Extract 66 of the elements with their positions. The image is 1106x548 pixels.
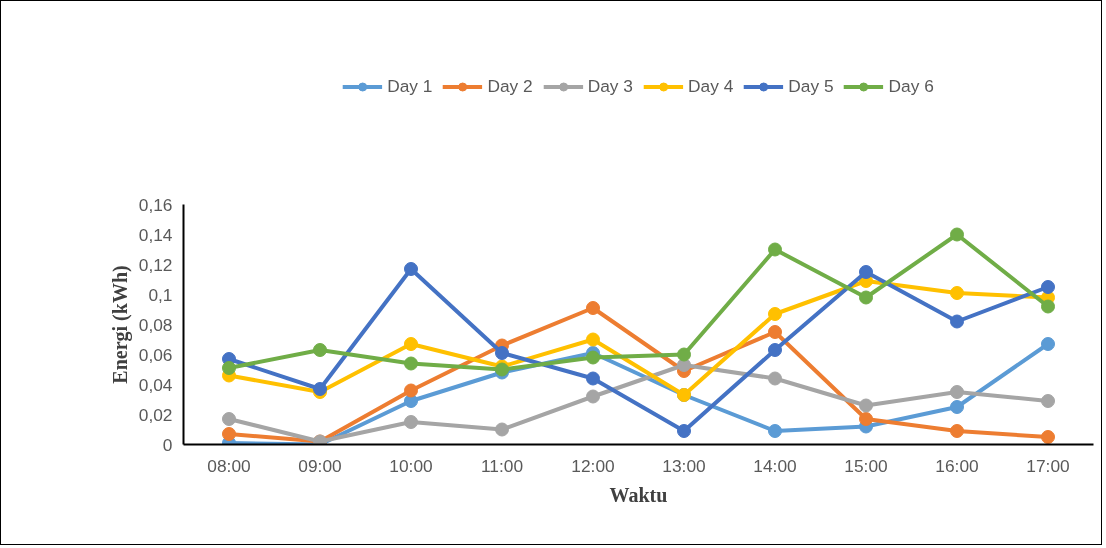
legend-label: Day 6 — [888, 75, 934, 97]
x-tick-label: 12:00 — [571, 455, 615, 476]
point — [859, 412, 873, 426]
point — [404, 262, 418, 276]
y-tick-label: 0,08 — [138, 314, 173, 335]
point — [950, 314, 964, 329]
point — [1041, 430, 1055, 444]
point — [859, 265, 873, 279]
point — [404, 356, 418, 371]
y-tick-label: 0,12 — [138, 254, 173, 275]
y-tick-label: 0,14 — [138, 224, 173, 245]
point — [768, 343, 782, 357]
y-axis-title: Energi (kWh) — [108, 265, 132, 384]
y-tick-label: 0 — [162, 434, 173, 455]
y-tick-label: 0,06 — [138, 344, 173, 365]
legend-label: Day 3 — [587, 75, 633, 97]
legend-label: Day 2 — [487, 75, 533, 97]
point — [404, 415, 418, 429]
point — [768, 325, 782, 339]
point — [222, 361, 236, 375]
x-tick-label: 09:00 — [298, 455, 342, 476]
point — [1041, 337, 1055, 351]
point — [586, 350, 600, 365]
legend-label: Day 1 — [387, 75, 433, 97]
y-tick-label: 0,04 — [138, 374, 173, 395]
point — [222, 412, 236, 426]
point — [950, 385, 964, 399]
point — [768, 424, 782, 438]
x-tick-label: 13:00 — [662, 455, 706, 476]
point — [222, 427, 236, 441]
point — [495, 422, 509, 437]
point — [950, 227, 964, 242]
point — [404, 383, 418, 398]
point — [404, 337, 418, 351]
point — [859, 290, 873, 305]
point — [677, 424, 691, 438]
point — [768, 371, 782, 386]
point — [768, 307, 782, 321]
x-tick-label: 17:00 — [1026, 455, 1070, 476]
x-tick-label: 15:00 — [844, 455, 888, 476]
point — [495, 346, 509, 360]
x-tick-label: 16:00 — [935, 455, 979, 476]
point — [950, 286, 964, 300]
y-tick-label: 0,02 — [138, 404, 173, 425]
point — [768, 242, 782, 257]
x-tick-label: 10:00 — [389, 455, 433, 476]
x-axis-title: Waktu — [609, 483, 668, 506]
point — [1041, 299, 1055, 314]
point — [950, 400, 964, 414]
legend-label: Day 5 — [788, 75, 834, 97]
point — [1041, 280, 1055, 294]
y-tick-label: 0,16 — [138, 194, 173, 215]
point — [859, 398, 873, 413]
x-tick-label: 14:00 — [753, 455, 797, 476]
x-tick-label: 08:00 — [207, 455, 251, 476]
legend-label: Day 4 — [688, 75, 734, 97]
y-tick-label: 0,1 — [148, 284, 173, 305]
point — [586, 389, 600, 404]
point — [586, 332, 600, 347]
point — [677, 347, 691, 362]
point — [1041, 394, 1055, 408]
x-tick-label: 11:00 — [480, 455, 524, 476]
point — [586, 371, 600, 386]
point — [586, 301, 600, 315]
point — [313, 343, 327, 357]
point — [950, 424, 964, 438]
